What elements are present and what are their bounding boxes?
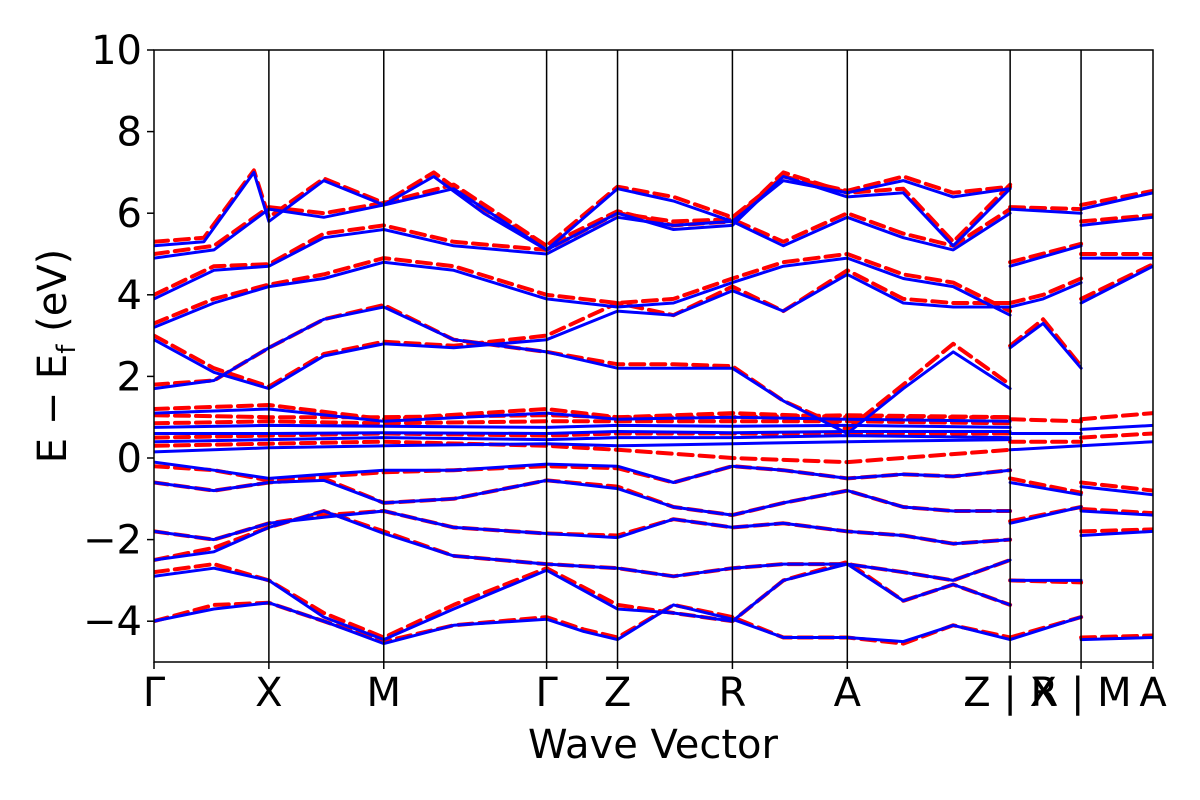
- band-dashed-22: [1008, 417, 1084, 424]
- y-axis-label-subscript: f: [52, 344, 82, 354]
- band-solid-26: [1008, 207, 1083, 215]
- band-dashed-20: [1008, 476, 1084, 495]
- band-dashed-23: [1008, 317, 1084, 369]
- band-solid-6: [154, 438, 1012, 454]
- band-dashed-15: [154, 170, 1013, 256]
- band-solid-25: [1008, 244, 1083, 268]
- band-dashed-24: [1008, 276, 1084, 305]
- y-axis-label-main: E − E: [30, 354, 76, 464]
- band-dashed-27: [1079, 633, 1153, 640]
- band-solid-7: [154, 434, 1012, 444]
- band-dashed-10: [154, 403, 1013, 422]
- x-tick-label-7: Z | X: [963, 670, 1057, 716]
- band-dashed-6: [154, 439, 1013, 465]
- x-tick-label-2: M: [367, 670, 402, 716]
- high-symmetry-lines: [268, 50, 1082, 662]
- band-dashed-8: [154, 419, 1013, 426]
- band-solid-19: [1008, 505, 1083, 525]
- y-axis-label-units: (eV): [30, 249, 76, 345]
- band-solid-20: [1008, 481, 1083, 497]
- x-tick-label-1: X: [255, 670, 282, 716]
- band-solid-8: [154, 430, 1012, 435]
- band-solid-16: [154, 170, 1012, 252]
- x-tick-label-0: Γ: [143, 670, 166, 716]
- band-solid-29: [1079, 509, 1153, 517]
- band-solid-23: [1008, 321, 1083, 370]
- band-dashed-29: [1079, 507, 1153, 516]
- band-dashed-31: [1079, 431, 1153, 440]
- band-dashed-13: [154, 252, 1013, 326]
- y-tick-label-7: 10: [91, 28, 142, 74]
- x-tick-label-9: A: [1139, 670, 1167, 716]
- band-solid-30: [1079, 485, 1153, 497]
- y-tick-label-1: −2: [83, 518, 142, 564]
- band-dashed-26: [1008, 205, 1084, 212]
- y-axis-label: E − Ef (eV): [30, 249, 82, 464]
- plot-frame: [153, 49, 1154, 663]
- band-solid-21: [1008, 444, 1083, 452]
- band-dashed-33: [1079, 262, 1153, 301]
- y-tick-label-4: 4: [117, 273, 142, 319]
- band-dashed-25: [1008, 241, 1084, 265]
- y-tick-label-5: 6: [117, 191, 142, 237]
- x-axis-label: Wave Vector: [528, 722, 779, 768]
- y-tick-label-0: −4: [83, 599, 142, 645]
- band-dashed-32: [1079, 411, 1153, 422]
- y-tick-label-3: 2: [117, 354, 142, 400]
- band-solid-27: [1079, 636, 1153, 642]
- band-solid-0: [154, 601, 1012, 646]
- band-dashed-28: [1079, 527, 1153, 534]
- band-solid-35: [1079, 215, 1153, 227]
- y-tick-label-6: 8: [117, 110, 142, 156]
- band-solid-32: [1079, 423, 1153, 431]
- band-solid-9: [154, 423, 1012, 429]
- x-tick-label-5: R: [719, 670, 747, 716]
- band-solid-28: [1079, 529, 1153, 537]
- band-dashed-36: [1079, 188, 1153, 207]
- x-tick-label-4: Z: [604, 670, 631, 716]
- band-solid-10: [154, 407, 1012, 423]
- y-axis: −4 −2 0 2 4 6 8 10: [83, 28, 154, 645]
- band-solid-15: [154, 175, 1012, 260]
- band-solid-31: [1079, 440, 1153, 448]
- band-solid-24: [1008, 281, 1083, 309]
- x-tick-label-8: R | M: [1030, 670, 1131, 716]
- band-solid-17: [1008, 615, 1083, 642]
- x-tick-label-3: Γ: [535, 670, 558, 716]
- band-solid-36: [1079, 191, 1153, 211]
- y-tick-label-2: 0: [117, 436, 142, 482]
- band-dashed-30: [1079, 480, 1153, 493]
- x-tick-label-6: A: [834, 670, 862, 716]
- band-dashed-35: [1079, 213, 1153, 224]
- band-solid-33: [1079, 264, 1153, 305]
- band-dashed-7: [154, 431, 1013, 440]
